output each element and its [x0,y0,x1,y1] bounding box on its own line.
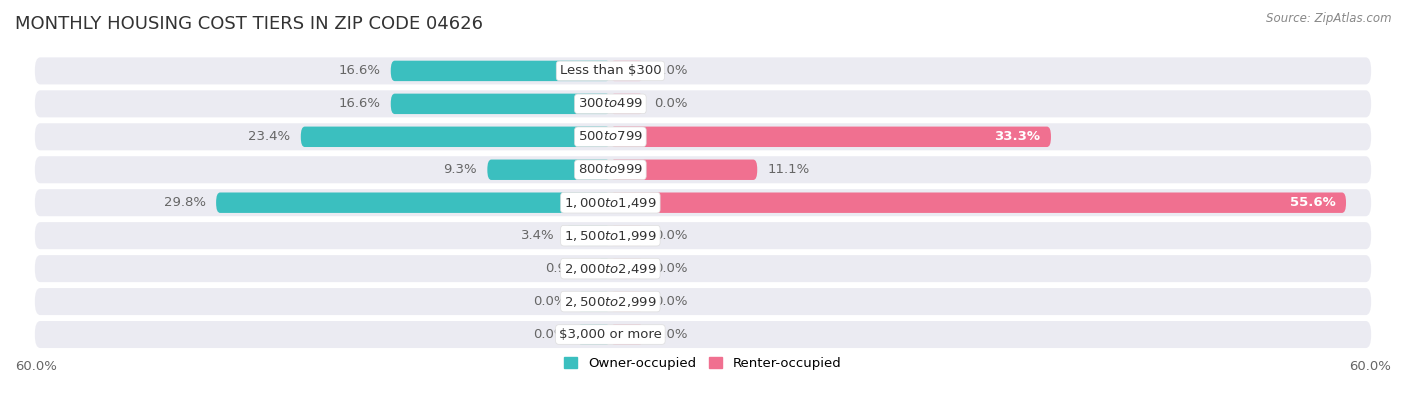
FancyBboxPatch shape [35,321,1371,348]
Text: Less than $300: Less than $300 [560,64,661,78]
FancyBboxPatch shape [578,291,610,312]
FancyBboxPatch shape [35,255,1371,282]
Text: Source: ZipAtlas.com: Source: ZipAtlas.com [1267,12,1392,25]
FancyBboxPatch shape [578,324,610,345]
Text: 0.0%: 0.0% [654,64,688,78]
Text: 11.1%: 11.1% [768,163,810,176]
Text: 60.0%: 60.0% [1350,360,1391,373]
Text: 0.0%: 0.0% [654,328,688,341]
Text: 3.4%: 3.4% [522,229,555,242]
Text: $2,500 to $2,999: $2,500 to $2,999 [564,295,657,309]
FancyBboxPatch shape [35,123,1371,150]
Text: 29.8%: 29.8% [163,196,205,209]
FancyBboxPatch shape [610,291,644,312]
Text: 0.0%: 0.0% [654,229,688,242]
FancyBboxPatch shape [610,259,644,279]
Legend: Owner-occupied, Renter-occupied: Owner-occupied, Renter-occupied [560,352,846,375]
FancyBboxPatch shape [35,156,1371,183]
FancyBboxPatch shape [610,61,644,81]
Text: 23.4%: 23.4% [247,130,290,143]
Text: 0.0%: 0.0% [654,98,688,110]
Text: 0.0%: 0.0% [654,262,688,275]
FancyBboxPatch shape [35,189,1371,216]
FancyBboxPatch shape [610,225,644,246]
Text: $3,000 or more: $3,000 or more [560,328,662,341]
Text: MONTHLY HOUSING COST TIERS IN ZIP CODE 04626: MONTHLY HOUSING COST TIERS IN ZIP CODE 0… [15,15,484,33]
Text: 0.0%: 0.0% [533,295,567,308]
Text: $800 to $999: $800 to $999 [578,163,643,176]
Text: 60.0%: 60.0% [15,360,56,373]
FancyBboxPatch shape [35,57,1371,84]
FancyBboxPatch shape [391,94,610,114]
Text: 0.0%: 0.0% [533,328,567,341]
Text: $1,000 to $1,499: $1,000 to $1,499 [564,196,657,210]
Text: $2,000 to $2,499: $2,000 to $2,499 [564,261,657,276]
FancyBboxPatch shape [610,127,1050,147]
Text: 33.3%: 33.3% [994,130,1040,143]
FancyBboxPatch shape [488,159,610,180]
FancyBboxPatch shape [35,222,1371,249]
FancyBboxPatch shape [610,193,1346,213]
Text: 55.6%: 55.6% [1289,196,1336,209]
Text: 9.3%: 9.3% [443,163,477,176]
Text: 16.6%: 16.6% [339,64,380,78]
FancyBboxPatch shape [610,159,758,180]
Text: 0.0%: 0.0% [654,295,688,308]
Text: 0.98%: 0.98% [546,262,586,275]
FancyBboxPatch shape [301,127,610,147]
FancyBboxPatch shape [598,259,610,279]
FancyBboxPatch shape [217,193,610,213]
FancyBboxPatch shape [610,94,644,114]
FancyBboxPatch shape [610,324,644,345]
Text: 16.6%: 16.6% [339,98,380,110]
FancyBboxPatch shape [35,288,1371,315]
Text: $1,500 to $1,999: $1,500 to $1,999 [564,229,657,243]
FancyBboxPatch shape [565,225,610,246]
FancyBboxPatch shape [391,61,610,81]
FancyBboxPatch shape [35,90,1371,117]
Text: $500 to $799: $500 to $799 [578,130,643,143]
Text: $300 to $499: $300 to $499 [578,98,643,110]
